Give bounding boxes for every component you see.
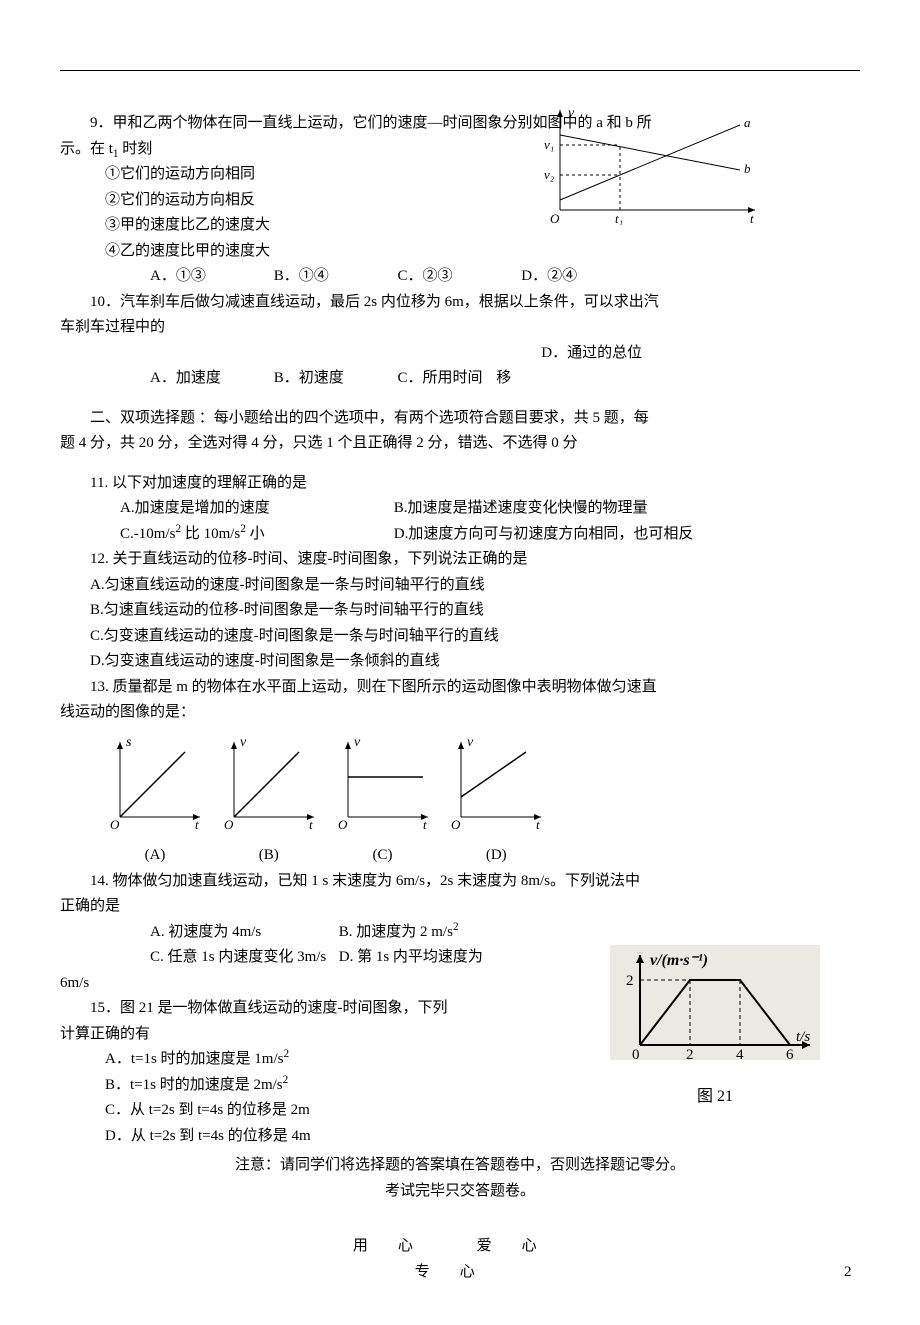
q9-graph-v: v bbox=[568, 106, 575, 121]
q13-labels: (A) (B) (C) (D) bbox=[100, 843, 860, 869]
sec2-l1: 二、双项选择题 ：每小题给出的四个选项中，有两个选项符合题目要求，共 5 题，每 bbox=[60, 406, 860, 432]
q13-a-x: t bbox=[195, 817, 199, 832]
footer-page: 2 bbox=[596, 1260, 852, 1286]
q15-l1: 15．图 21 是一物体做直线运动的速度-时间图象，下列 bbox=[60, 996, 580, 1022]
q12-stem: 12. 关于直线运动的位移-时间、速度-时间图象，下列说法正确的是 bbox=[60, 547, 860, 573]
q9-graph-a: a bbox=[744, 115, 751, 130]
q11-c-mid: 比 10m/s bbox=[181, 526, 240, 542]
q15-a-pre: A．t=1s 时的加速度是 1m/s bbox=[105, 1051, 283, 1067]
q14-d: D. 第 1s 内平均速度为 bbox=[339, 949, 483, 965]
q9-graph-b: b bbox=[744, 161, 751, 176]
q14-b-pre: B. 加速度为 2 m/s bbox=[339, 924, 453, 940]
q13-graphs: s O t v O t v O t v O t bbox=[100, 732, 860, 842]
q15-o: 0 bbox=[632, 1047, 640, 1063]
q15-caption: 图 21 bbox=[610, 1083, 820, 1110]
q10-c: C．所用时间 bbox=[353, 366, 493, 392]
q13-label-c: (C) bbox=[328, 843, 438, 869]
q13-l1: 13. 质量都是 m 的物体在水平面上运动，则在下图所示的运动图像中表明物体做匀… bbox=[60, 675, 860, 701]
q11-stem: 11. 以下对加速度的理解正确的是 bbox=[60, 471, 860, 497]
q9-graph-v1: v₁ bbox=[544, 137, 554, 152]
q13-label-b: (B) bbox=[214, 843, 324, 869]
q9-opt4: ④乙的速度比甲的速度大 bbox=[60, 239, 860, 265]
q13-d-x: t bbox=[536, 817, 540, 832]
q11-d: D.加速度方向可与初速度方向相同，也可相反 bbox=[394, 526, 694, 542]
q14-l1: 14. 物体做匀加速直线运动，已知 1 s 末速度为 6m/s，2s 末速度为 … bbox=[60, 869, 860, 895]
q13-c-x: t bbox=[423, 817, 427, 832]
q14-l2: 正确的是 bbox=[60, 894, 860, 920]
q11-a: A.加速度是增加的速度 bbox=[90, 496, 390, 522]
q15-x4: 4 bbox=[736, 1047, 744, 1063]
q15-b-pre: B．t=1s 时的加速度是 2m/s bbox=[105, 1077, 283, 1093]
q14-a: A. 初速度为 4m/s bbox=[105, 920, 335, 946]
q15-figure: v/(m·s⁻¹) 2 0 2 4 6 t/s 图 21 bbox=[610, 945, 820, 1110]
q13-label-d: (D) bbox=[441, 843, 551, 869]
q13-b-x: t bbox=[309, 817, 313, 832]
q13-l2: 线运动的图像的是： bbox=[60, 700, 860, 726]
q13-graph-b: v O t bbox=[214, 732, 324, 832]
q15-a-sup: 2 bbox=[283, 1048, 289, 1060]
page-footer: 用心 爱心 专心 2 bbox=[60, 1234, 860, 1285]
q14-row1: A. 初速度为 4m/s B. 加速度为 2 m/s2 bbox=[60, 920, 860, 946]
q9-graph-v2: v₂ bbox=[544, 167, 555, 182]
q9-graph-t1: t₁ bbox=[615, 211, 623, 225]
q15-y2: 2 bbox=[626, 973, 634, 989]
q12-a: A.匀速直线运动的速度-时间图象是一条与时间轴平行的直线 bbox=[60, 573, 860, 599]
q9-choice-a: A．①③ bbox=[105, 264, 225, 290]
q15-b-sup: 2 bbox=[283, 1074, 289, 1086]
q12-b: B.匀速直线运动的位移-时间图象是一条与时间轴平行的直线 bbox=[60, 598, 860, 624]
top-rule bbox=[60, 70, 860, 71]
q15-xlabel: t/s bbox=[796, 1029, 810, 1045]
q15-x6: 6 bbox=[786, 1047, 794, 1063]
q13-b-y: v bbox=[240, 735, 247, 750]
q11-row1: A.加速度是增加的速度 B.加速度是描述速度变化快慢的物理量 bbox=[60, 496, 860, 522]
q11-c-suf: 小 bbox=[246, 526, 265, 542]
q13-graph-c: v O t bbox=[328, 732, 438, 832]
q13-graph-d: v O t bbox=[441, 732, 551, 832]
q11-b: B.加速度是描述速度变化快慢的物理量 bbox=[394, 500, 648, 516]
sec2-l2: 题 4 分，共 20 分，全选对得 4 分，只选 1 个且正确得 2 分，错选、… bbox=[60, 431, 860, 457]
q14-b: B. 加速度为 2 m/s2 bbox=[339, 924, 459, 940]
q13-d-y: v bbox=[467, 735, 474, 750]
q9-choice-b: B．①④ bbox=[229, 264, 349, 290]
q15-x2: 2 bbox=[686, 1047, 694, 1063]
q11-c: C.-10m/s2 比 10m/s2 小 bbox=[90, 522, 390, 548]
q11-row2: C.-10m/s2 比 10m/s2 小 D.加速度方向可与初速度方向相同，也可… bbox=[60, 522, 860, 548]
q13-c-o: O bbox=[338, 817, 348, 832]
q13-a-y: s bbox=[126, 735, 132, 750]
q9-stem-l2-pre: 示。在 t bbox=[60, 141, 113, 157]
q14-c: C. 任意 1s 内速度变化 3m/s bbox=[105, 945, 335, 971]
q9-graph: v v₁ v₂ O t₁ t a b bbox=[530, 105, 770, 225]
q15-ylabel: v/(m·s⁻¹) bbox=[650, 952, 708, 969]
q11-c-pre: C.-10m/s bbox=[120, 526, 175, 542]
q14-b-sup: 2 bbox=[453, 921, 459, 933]
q12-c: C.匀变速直线运动的速度-时间图象是一条与时间轴平行的直线 bbox=[60, 624, 860, 650]
q10-choices: A．加速度 B．初速度 C．所用时间 D．通过的总位移 bbox=[60, 341, 860, 392]
q9-graph-t: t bbox=[750, 211, 754, 225]
q9-choices: A．①③ B．①④ C．②③ D．②④ bbox=[60, 264, 860, 290]
q10-l1: 10．汽车刹车后做匀减速直线运动，最后 2s 内位移为 6m，根据以上条件，可以… bbox=[60, 290, 860, 316]
q13-c-y: v bbox=[354, 735, 361, 750]
q9-graph-O: O bbox=[550, 211, 560, 225]
q13-a-o: O bbox=[110, 817, 120, 832]
q9-choice-d: D．②④ bbox=[476, 264, 596, 290]
q10-l2: 车刹车过程中的 bbox=[60, 315, 860, 341]
q13-label-a: (A) bbox=[100, 843, 210, 869]
q13-b-o: O bbox=[224, 817, 234, 832]
notice-l2: 考试完毕只交答题卷。 bbox=[60, 1179, 860, 1205]
q10-b: B．初速度 bbox=[229, 366, 349, 392]
q10-a: A．加速度 bbox=[105, 366, 225, 392]
q9: 9．甲和乙两个物体在同一直线上运动，它们的速度—时间图象分别如图中的 a 和 b… bbox=[60, 111, 860, 290]
q13-d-o: O bbox=[451, 817, 461, 832]
footer-center: 用心 爱心 专心 bbox=[328, 1234, 592, 1285]
q15-block: C. 任意 1s 内速度变化 3m/s D. 第 1s 内平均速度为 6m/s … bbox=[60, 945, 860, 1149]
q9-choice-c: C．②③ bbox=[353, 264, 473, 290]
q15-d: D．从 t=2s 到 t=4s 的位移是 4m bbox=[60, 1124, 860, 1150]
q13-graph-a: s O t bbox=[100, 732, 210, 832]
q10-d: D．通过的总位移 bbox=[496, 341, 656, 392]
q12-d: D.匀变速直线运动的速度-时间图象是一条倾斜的直线 bbox=[60, 649, 860, 675]
q9-stem-l2-suf: 时刻 bbox=[119, 141, 153, 157]
notice-l1: 注意：请同学们将选择题的答案填在答题卷中，否则选择题记零分。 bbox=[60, 1153, 860, 1179]
